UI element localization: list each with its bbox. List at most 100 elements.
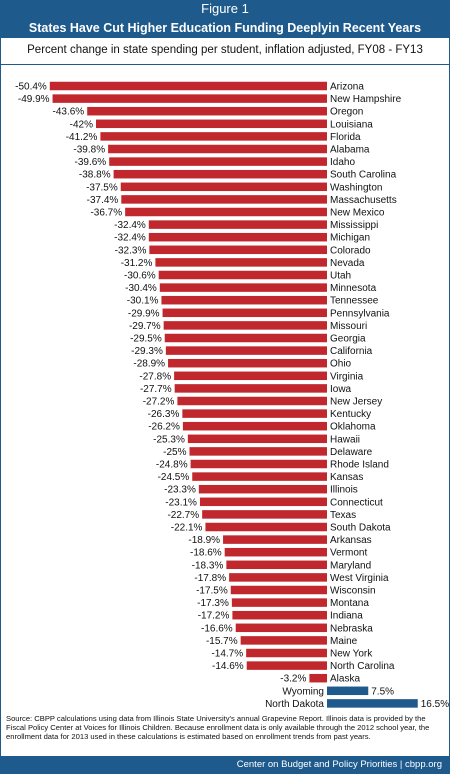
footer-bar: Center on Budget and Policy Priorities |… [0, 756, 450, 774]
category-label: Arizona [330, 82, 364, 93]
bar-idaho [109, 157, 327, 166]
value-label: -37.5% [86, 182, 118, 193]
category-label: Hawaii [330, 434, 360, 445]
bar-tennessee [161, 295, 327, 305]
category-label: Oklahoma [330, 422, 376, 433]
value-label: -17.3% [197, 598, 229, 609]
bar-maryland [226, 560, 327, 570]
category-label: Missouri [330, 321, 367, 332]
value-label: -32.4% [114, 233, 146, 244]
category-label: Arkansas [330, 535, 372, 546]
value-label: -16.6% [201, 623, 233, 634]
category-label: Wyoming [282, 686, 324, 697]
category-label: South Dakota [330, 523, 391, 534]
value-label: -3.2% [280, 674, 306, 685]
bar-chart: -50.4% Arizona -49.9% New Hampshire -43.6% Or… [15, 82, 449, 710]
subtitle-rule [0, 64, 450, 65]
value-label: -50.4% [15, 82, 47, 93]
category-label: California [330, 346, 373, 357]
chart-title: States Have Cut Higher Education Funding… [0, 18, 450, 38]
category-label: Oregon [330, 107, 363, 118]
footer-credit: Center on Budget and Policy Priorities |… [236, 759, 442, 770]
bar-arkansas [223, 535, 327, 544]
bar-hawaii [187, 434, 327, 444]
category-label: Massachusetts [330, 195, 397, 206]
bar-california [165, 346, 327, 355]
value-label: -17.5% [196, 586, 228, 597]
bar-nebraska [235, 623, 327, 633]
value-label: -30.1% [127, 296, 159, 307]
category-label: Virginia [330, 371, 364, 382]
category-label: Nebraska [330, 623, 373, 634]
bar-wyoming [327, 686, 369, 696]
bar-new-mexico [125, 207, 328, 217]
bar-indiana [232, 610, 327, 620]
value-label: -25.3% [153, 434, 185, 445]
bar-oregon [87, 106, 327, 116]
category-label: Pennsylvania [330, 308, 390, 319]
bar-washington [120, 182, 327, 192]
category-label: North Dakota [265, 699, 324, 710]
value-label: -26.3% [148, 409, 180, 420]
bar-kentucky [182, 409, 327, 418]
chart-subtitle: Percent change in state spending per stu… [27, 44, 423, 56]
value-label: -30.6% [124, 271, 156, 282]
category-label: Colorado [330, 245, 371, 256]
category-label: Washington [330, 182, 382, 193]
category-label: Mississippi [330, 220, 378, 231]
category-label: Louisiana [330, 119, 373, 130]
value-label: -29.5% [130, 334, 162, 345]
category-label: Alabama [330, 145, 370, 156]
value-label: -23.3% [164, 485, 196, 496]
category-label: Montana [330, 598, 369, 609]
bar-oklahoma [182, 421, 327, 431]
category-label: Florida [330, 132, 361, 143]
value-label: -23.1% [165, 497, 197, 508]
bar-colorado [149, 245, 327, 255]
bar-south-carolina [113, 169, 327, 179]
bar-massachusetts [121, 195, 327, 204]
category-label: Wisconsin [330, 586, 376, 597]
bar-connecticut [199, 497, 327, 507]
bar-utah [158, 270, 327, 280]
category-label: Ohio [330, 359, 352, 370]
bar-north-dakota [327, 699, 418, 708]
bar-alabama [108, 144, 327, 154]
category-label: Indiana [330, 611, 363, 622]
value-label: -26.2% [148, 422, 180, 433]
category-label: New Mexico [330, 208, 385, 219]
category-label: West Virginia [330, 573, 389, 584]
category-label: New York [330, 649, 373, 660]
category-label: Minnesota [330, 283, 377, 294]
category-label: Kansas [330, 472, 363, 483]
value-label: -15.7% [206, 636, 238, 647]
value-label: 7.5% [371, 686, 394, 697]
category-label: North Carolina [330, 661, 395, 672]
bar-michigan [148, 232, 327, 242]
value-label: -36.7% [90, 208, 122, 219]
bar-wisconsin [230, 585, 327, 595]
category-label: Maryland [330, 560, 371, 571]
bar-missouri [163, 321, 327, 330]
category-label: Utah [330, 271, 351, 282]
value-label: -39.6% [75, 157, 107, 168]
bar-west-virginia [229, 573, 327, 582]
category-label: New Hampshire [330, 94, 402, 105]
value-label: -18.6% [190, 548, 222, 559]
category-label: South Carolina [330, 170, 397, 181]
value-label: 16.5% [421, 699, 449, 710]
category-label: New Jersey [330, 397, 382, 408]
value-label: -27.7% [140, 384, 172, 395]
value-label: -32.4% [114, 220, 146, 231]
category-label: Vermont [330, 548, 367, 559]
bar-louisiana [96, 119, 327, 129]
category-label: Illinois [330, 485, 358, 496]
category-label: Texas [330, 510, 356, 521]
category-label: Georgia [330, 334, 366, 345]
category-label: Delaware [330, 447, 373, 458]
category-label: Nevada [330, 258, 365, 269]
value-label: -49.9% [18, 94, 50, 105]
category-label: Kentucky [330, 409, 371, 420]
bar-rhode-island [190, 459, 327, 469]
